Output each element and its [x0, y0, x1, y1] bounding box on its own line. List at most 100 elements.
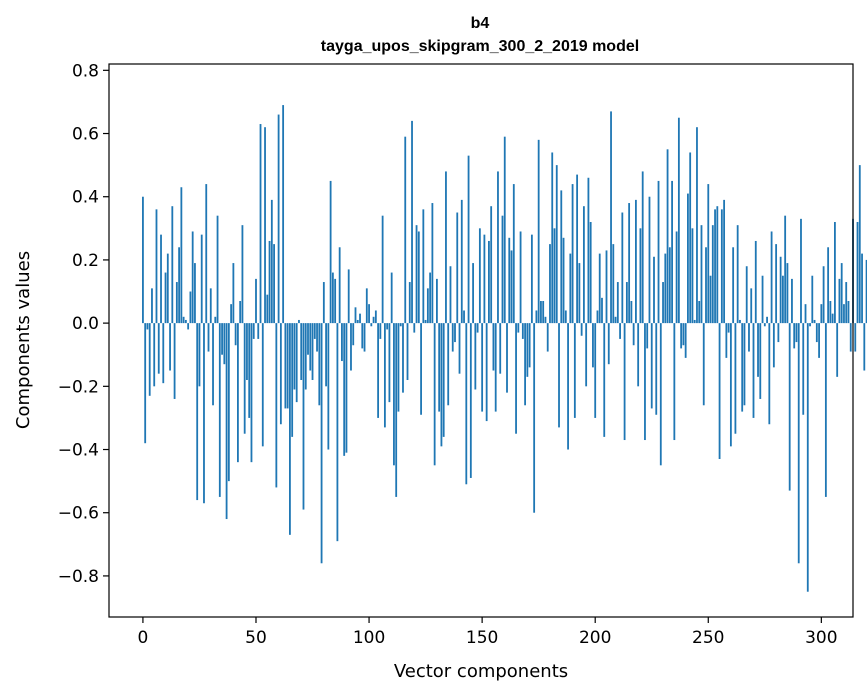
- bar-160: [503, 136, 506, 324]
- bar-44: [241, 225, 244, 324]
- bar-15: [175, 282, 178, 324]
- bar-132: [440, 323, 443, 447]
- bar-277: [768, 323, 771, 425]
- bar-120: [413, 323, 416, 333]
- bar-186: [562, 237, 565, 324]
- bar-49: [252, 323, 255, 339]
- bar-187: [564, 310, 567, 324]
- bar-231: [664, 253, 667, 324]
- bar-267: [745, 266, 748, 324]
- bar-165: [515, 323, 517, 434]
- bar-149: [478, 228, 481, 324]
- bar-106: [381, 215, 384, 324]
- bar-195: [582, 206, 585, 324]
- bar-163: [510, 250, 513, 324]
- bar-175: [537, 139, 540, 324]
- bar-222: [644, 323, 646, 441]
- bar-78: [318, 323, 321, 406]
- bar-40: [232, 263, 235, 324]
- bar-173: [533, 323, 536, 513]
- bar-294: [806, 323, 809, 592]
- bar-48: [250, 323, 253, 463]
- bar-122: [417, 231, 420, 324]
- bar-211: [619, 323, 621, 339]
- y-tick-label: 0.6: [72, 125, 99, 145]
- bar-32: [214, 316, 217, 324]
- bar-100: [368, 304, 370, 324]
- bar-269: [750, 288, 753, 324]
- bar-121: [415, 225, 418, 324]
- bar-24: [196, 323, 199, 501]
- bar-161: [506, 323, 508, 393]
- bar-38: [227, 323, 230, 482]
- bar-118: [408, 282, 411, 324]
- bar-189: [569, 253, 572, 324]
- bar-154: [490, 206, 493, 324]
- bar-14: [173, 323, 176, 399]
- bar-193: [578, 263, 581, 324]
- bar-215: [628, 203, 631, 324]
- bar-128: [431, 203, 434, 324]
- bar-311: [845, 282, 848, 324]
- bar-178: [544, 316, 547, 324]
- bar-159: [501, 215, 504, 324]
- bar-176: [540, 301, 542, 324]
- bar-76: [313, 323, 316, 339]
- bar-275: [763, 323, 766, 327]
- bar-103: [374, 310, 377, 324]
- bar-242: [689, 152, 692, 324]
- bar-221: [641, 171, 644, 324]
- x-axis-ticks: 0 50 100 150 200 250 300: [138, 617, 838, 648]
- bar-112: [395, 323, 398, 497]
- bar-185: [560, 190, 563, 324]
- bar-4: [151, 288, 153, 324]
- bar-201: [596, 310, 599, 324]
- bar-80: [322, 282, 325, 324]
- bar-232: [666, 149, 669, 324]
- bar-19: [184, 319, 187, 324]
- bar-286: [788, 323, 791, 491]
- bar-74: [309, 323, 312, 371]
- bar-113: [397, 323, 400, 412]
- bar-296: [811, 275, 814, 324]
- bar-30: [209, 288, 212, 324]
- bar-57: [270, 199, 273, 324]
- bar-125: [424, 319, 427, 324]
- bar-272: [757, 323, 759, 377]
- bar-117: [406, 323, 409, 380]
- bar-307: [836, 323, 839, 377]
- bar-85: [334, 278, 337, 324]
- bar-123: [420, 323, 422, 415]
- bar-320: [865, 259, 867, 324]
- bar-104: [377, 323, 380, 418]
- bar-81: [325, 323, 327, 387]
- chart-title: b4: [471, 15, 490, 32]
- bar-188: [567, 323, 569, 450]
- bar-218: [635, 199, 637, 324]
- bar-37: [225, 323, 228, 520]
- bar-244: [693, 319, 696, 324]
- bar-110: [390, 272, 393, 324]
- bar-180: [549, 244, 551, 324]
- bar-66: [291, 323, 294, 437]
- bar-234: [671, 180, 673, 324]
- bar-168: [521, 323, 524, 339]
- bar-230: [662, 282, 664, 324]
- bar-287: [791, 278, 793, 324]
- bar-167: [519, 231, 522, 324]
- bar-147: [474, 323, 477, 390]
- bar-141: [460, 199, 463, 324]
- x-tick-label: 150: [466, 628, 498, 648]
- bar-196: [585, 323, 588, 387]
- bar-228: [657, 180, 660, 324]
- bar-280: [775, 244, 778, 324]
- bar-243: [691, 228, 694, 324]
- y-tick-label: 0.2: [72, 251, 99, 271]
- bar-77: [316, 323, 318, 352]
- x-tick-label: 250: [692, 628, 724, 648]
- bar-297: [813, 319, 816, 324]
- bar-28: [205, 184, 208, 324]
- bar-63: [284, 323, 287, 409]
- bar-183: [555, 165, 558, 324]
- bar-114: [399, 323, 402, 327]
